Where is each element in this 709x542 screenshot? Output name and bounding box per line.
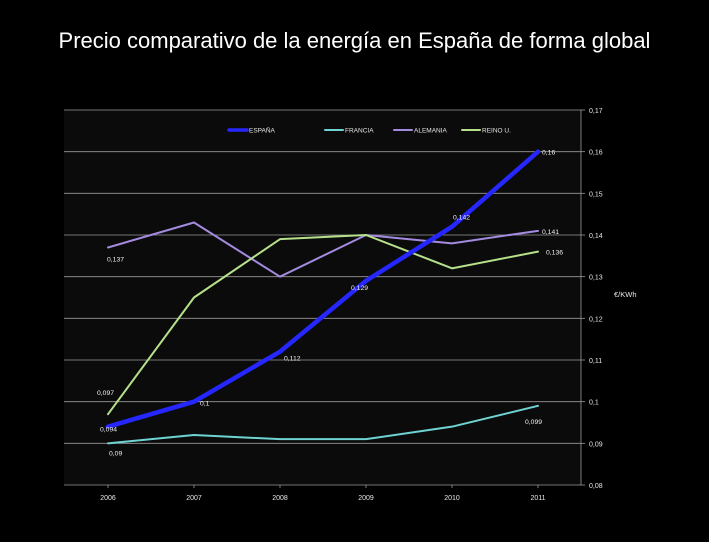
data-label: 0,137 bbox=[107, 257, 124, 264]
x-tick-label: 2009 bbox=[358, 495, 374, 502]
legend-label: ESPAÑA bbox=[249, 126, 276, 135]
x-tick-label: 2011 bbox=[530, 495, 545, 502]
data-label: 0,097 bbox=[97, 390, 114, 397]
y-tick-label: 0,15 bbox=[589, 191, 603, 198]
y-tick-label: 0,09 bbox=[589, 441, 603, 448]
legend-label: FRANCIA bbox=[345, 128, 374, 135]
data-label: 0,129 bbox=[351, 285, 368, 292]
y-tick-label: 0,11 bbox=[589, 358, 602, 365]
x-tick-label: 2008 bbox=[272, 495, 288, 502]
plot-area bbox=[64, 110, 581, 485]
slide-title: Precio comparativo de la energía en Espa… bbox=[58, 28, 651, 53]
data-label: 0,112 bbox=[284, 356, 301, 363]
y-tick-label: 0,13 bbox=[589, 275, 603, 282]
data-labels: 0,094 0,1 0,112 0,129 0,142 0,16 0,09 0,099 0,13… bbox=[97, 150, 563, 458]
y-tick-label: 0,1 bbox=[589, 400, 599, 407]
data-label: 0,094 bbox=[100, 427, 117, 434]
legend-label: REINO U. bbox=[482, 128, 511, 135]
x-tick-label: 2010 bbox=[444, 495, 460, 502]
y-tick-label: 0,08 bbox=[589, 483, 603, 490]
y-axis-title: €/KWh bbox=[614, 290, 637, 299]
y-tick-label: 0,14 bbox=[589, 233, 603, 240]
x-tick-label: 2007 bbox=[186, 495, 202, 502]
gridlines bbox=[64, 109, 581, 486]
series-line-españa bbox=[105, 149, 541, 429]
data-label: 0,099 bbox=[525, 419, 542, 426]
y-tick-label: 0,17 bbox=[589, 108, 603, 115]
legend-label: ALEMANIA bbox=[414, 128, 448, 135]
x-tick-label: 2006 bbox=[100, 495, 116, 502]
data-label: 0,141 bbox=[542, 229, 559, 236]
data-label: 0,16 bbox=[542, 150, 555, 157]
series-line-reino-u bbox=[107, 234, 539, 416]
y-tick-label: 0,12 bbox=[589, 316, 603, 323]
data-label: 0,142 bbox=[453, 215, 470, 222]
legend: ESPAÑA FRANCIA ALEMANIA REINO U. bbox=[227, 126, 511, 135]
y-tick-label: 0,16 bbox=[589, 150, 603, 157]
data-label: 0,136 bbox=[546, 250, 563, 257]
series-line-alemania bbox=[107, 221, 539, 278]
series-lines bbox=[105, 149, 541, 445]
series-line-francia bbox=[107, 404, 539, 445]
axes: 0,08 0,09 0,1 0,11 0,12 0,13 0,14 0,15 0,16 0,17 €… bbox=[100, 108, 636, 502]
data-label: 0,1 bbox=[200, 401, 210, 408]
data-label: 0,09 bbox=[109, 450, 122, 457]
